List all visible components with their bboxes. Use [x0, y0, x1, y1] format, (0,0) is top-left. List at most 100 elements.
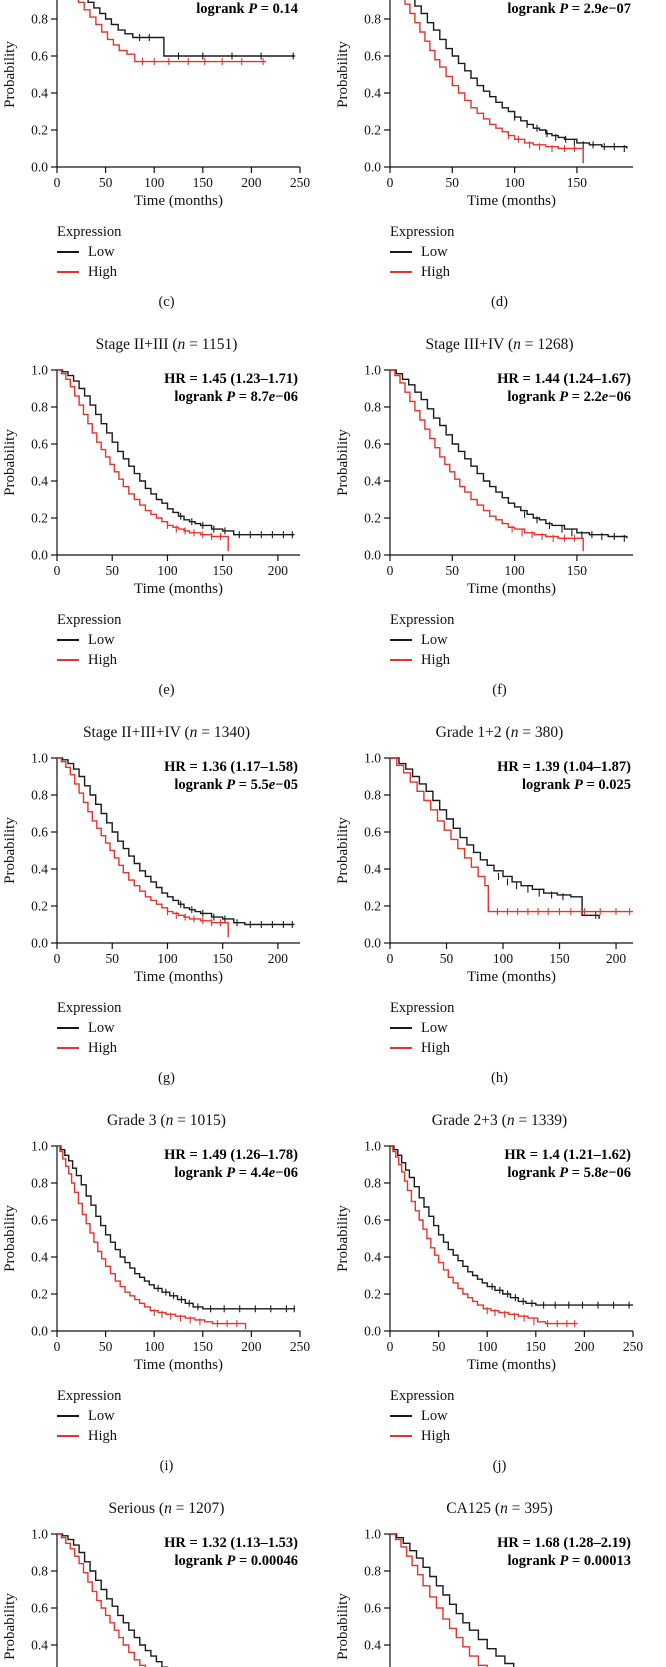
svg-text:150: 150: [526, 1339, 547, 1354]
high-line-swatch: [57, 271, 79, 273]
svg-text:0.0: 0.0: [31, 1324, 48, 1339]
panel-title: Stage II+III (n = 1151): [95, 336, 238, 353]
high-line-swatch: [390, 1047, 412, 1049]
svg-text:Probability: Probability: [335, 429, 351, 496]
svg-text:0.8: 0.8: [31, 1564, 48, 1579]
svg-text:250: 250: [623, 1339, 644, 1354]
svg-text:250: 250: [290, 175, 311, 190]
legend-title: Expression: [57, 612, 122, 628]
svg-text:logrank P = 0.14: logrank P = 0.14: [196, 1, 298, 17]
low-line-swatch: [57, 1415, 79, 1417]
legend-label-low: Low: [421, 1019, 448, 1036]
panel-letter: (d): [491, 294, 508, 310]
legend-title: Expression: [57, 224, 122, 240]
legend-row-high: High: [57, 1426, 333, 1446]
svg-text:1.0: 1.0: [364, 1139, 381, 1154]
legend-row-low: Low: [57, 1406, 333, 1426]
svg-text:0.8: 0.8: [31, 1176, 48, 1191]
legend: Expression Low High: [0, 610, 333, 670]
km-panel: Grade 1+2 (n = 380) 0.0 0.2 0.4 0.6 0.8 1.0 0 5…: [333, 718, 666, 1090]
svg-text:Time (months): Time (months): [134, 193, 223, 209]
svg-text:0.4: 0.4: [364, 86, 381, 101]
legend-title: Expression: [390, 612, 455, 628]
legend-row-low: Low: [390, 1406, 666, 1426]
svg-text:0.2: 0.2: [364, 1287, 381, 1302]
svg-text:0.0: 0.0: [31, 160, 48, 175]
svg-text:Probability: Probability: [335, 817, 351, 884]
svg-text:0.4: 0.4: [31, 862, 48, 877]
svg-text:1.0: 1.0: [31, 751, 48, 766]
svg-text:50: 50: [432, 1339, 446, 1354]
svg-text:1.0: 1.0: [31, 1139, 48, 1154]
legend-row-high: High: [390, 1038, 666, 1058]
svg-text:100: 100: [504, 175, 524, 190]
panel-title: Serious (n = 1207): [108, 1500, 225, 1517]
legend-label-low: Low: [421, 243, 448, 260]
svg-text:0.2: 0.2: [31, 123, 48, 138]
svg-text:0.6: 0.6: [364, 1601, 381, 1616]
svg-text:0.4: 0.4: [31, 86, 48, 101]
survival-plot: 0.0 0.2 0.4 0.6 0.8 1.0 0 50 100 150 200 250 Time (m…: [2, 1139, 310, 1374]
svg-text:0: 0: [54, 563, 61, 578]
svg-text:1.0: 1.0: [364, 363, 381, 378]
legend-row-high: High: [390, 1426, 666, 1446]
svg-text:150: 150: [567, 175, 588, 190]
legend-row-low: Low: [390, 242, 666, 262]
svg-text:100: 100: [144, 175, 165, 190]
panel-title: Stage II+III+IV (n = 1340): [82, 724, 251, 741]
svg-text:50: 50: [105, 951, 119, 966]
high-line-swatch: [390, 271, 412, 273]
high-line-swatch: [390, 659, 412, 661]
svg-text:200: 200: [268, 563, 289, 578]
km-panel: Grade 2+3 (n = 1339) 0.0 0.2 0.4 0.6 0.8 1.0 0…: [333, 1106, 666, 1478]
svg-text:Time (months): Time (months): [467, 969, 556, 985]
survival-plot: 0.0 0.2 0.4 0.6 0.8 1.0 0 50 100 150 Time (months)…: [335, 363, 633, 597]
svg-text:100: 100: [157, 951, 178, 966]
svg-text:logrank P = 0.00046: logrank P = 0.00046: [175, 1553, 298, 1569]
legend-label-high: High: [88, 1427, 117, 1444]
svg-text:0: 0: [54, 951, 61, 966]
svg-text:Probability: Probability: [2, 1593, 18, 1660]
svg-text:logrank P = 2.9e−07: logrank P = 2.9e−07: [507, 1, 631, 17]
svg-text:0.4: 0.4: [364, 862, 381, 877]
svg-text:200: 200: [241, 175, 262, 190]
svg-text:0.8: 0.8: [364, 1564, 381, 1579]
svg-text:HR = 1.4 (1.21–1.62): HR = 1.4 (1.21–1.62): [504, 1147, 631, 1163]
svg-text:200: 200: [606, 951, 627, 966]
svg-text:HR = 1.68 (1.28–2.19): HR = 1.68 (1.28–2.19): [497, 1535, 631, 1551]
legend: Expression Low High: [333, 610, 666, 670]
legend: Expression Low High: [0, 222, 333, 282]
high-line-swatch: [390, 1435, 412, 1437]
legend-label-high: High: [421, 651, 450, 668]
svg-text:100: 100: [493, 951, 514, 966]
legend: Expression Low High: [0, 998, 333, 1058]
svg-text:0.4: 0.4: [31, 474, 48, 489]
svg-text:Probability: Probability: [2, 429, 18, 496]
panel-title: Grade 1+2 (n = 380): [435, 724, 564, 741]
svg-text:100: 100: [157, 563, 178, 578]
low-line-swatch: [390, 251, 412, 253]
svg-text:0.8: 0.8: [364, 12, 381, 27]
legend-label-high: High: [421, 1427, 450, 1444]
svg-text:50: 50: [446, 175, 460, 190]
km-panel: Stage III+IV (n = 1268) 0.0 0.2 0.4 0.6 0.8 1…: [333, 330, 666, 702]
svg-text:100: 100: [504, 563, 524, 578]
legend-label-high: High: [88, 651, 117, 668]
svg-text:0.2: 0.2: [31, 1287, 48, 1302]
svg-text:0.8: 0.8: [31, 400, 48, 415]
legend-label-low: Low: [421, 631, 448, 648]
svg-text:Time (months): Time (months): [467, 581, 556, 597]
svg-text:0: 0: [387, 175, 394, 190]
svg-text:Time (months): Time (months): [467, 193, 556, 209]
low-line-swatch: [57, 1027, 79, 1029]
svg-text:0: 0: [54, 1339, 61, 1354]
legend-label-high: High: [88, 1039, 117, 1056]
legend-label-high: High: [88, 263, 117, 280]
svg-text:150: 150: [213, 951, 234, 966]
svg-text:0.8: 0.8: [31, 788, 48, 803]
survival-plot: 0.0 0.2 0.4 0.6 0.8 1.0 0 50 100 150 200 Time (mont…: [2, 751, 300, 985]
legend: Expression Low High: [0, 1386, 333, 1446]
svg-text:0.2: 0.2: [31, 511, 48, 526]
svg-text:50: 50: [99, 1339, 113, 1354]
